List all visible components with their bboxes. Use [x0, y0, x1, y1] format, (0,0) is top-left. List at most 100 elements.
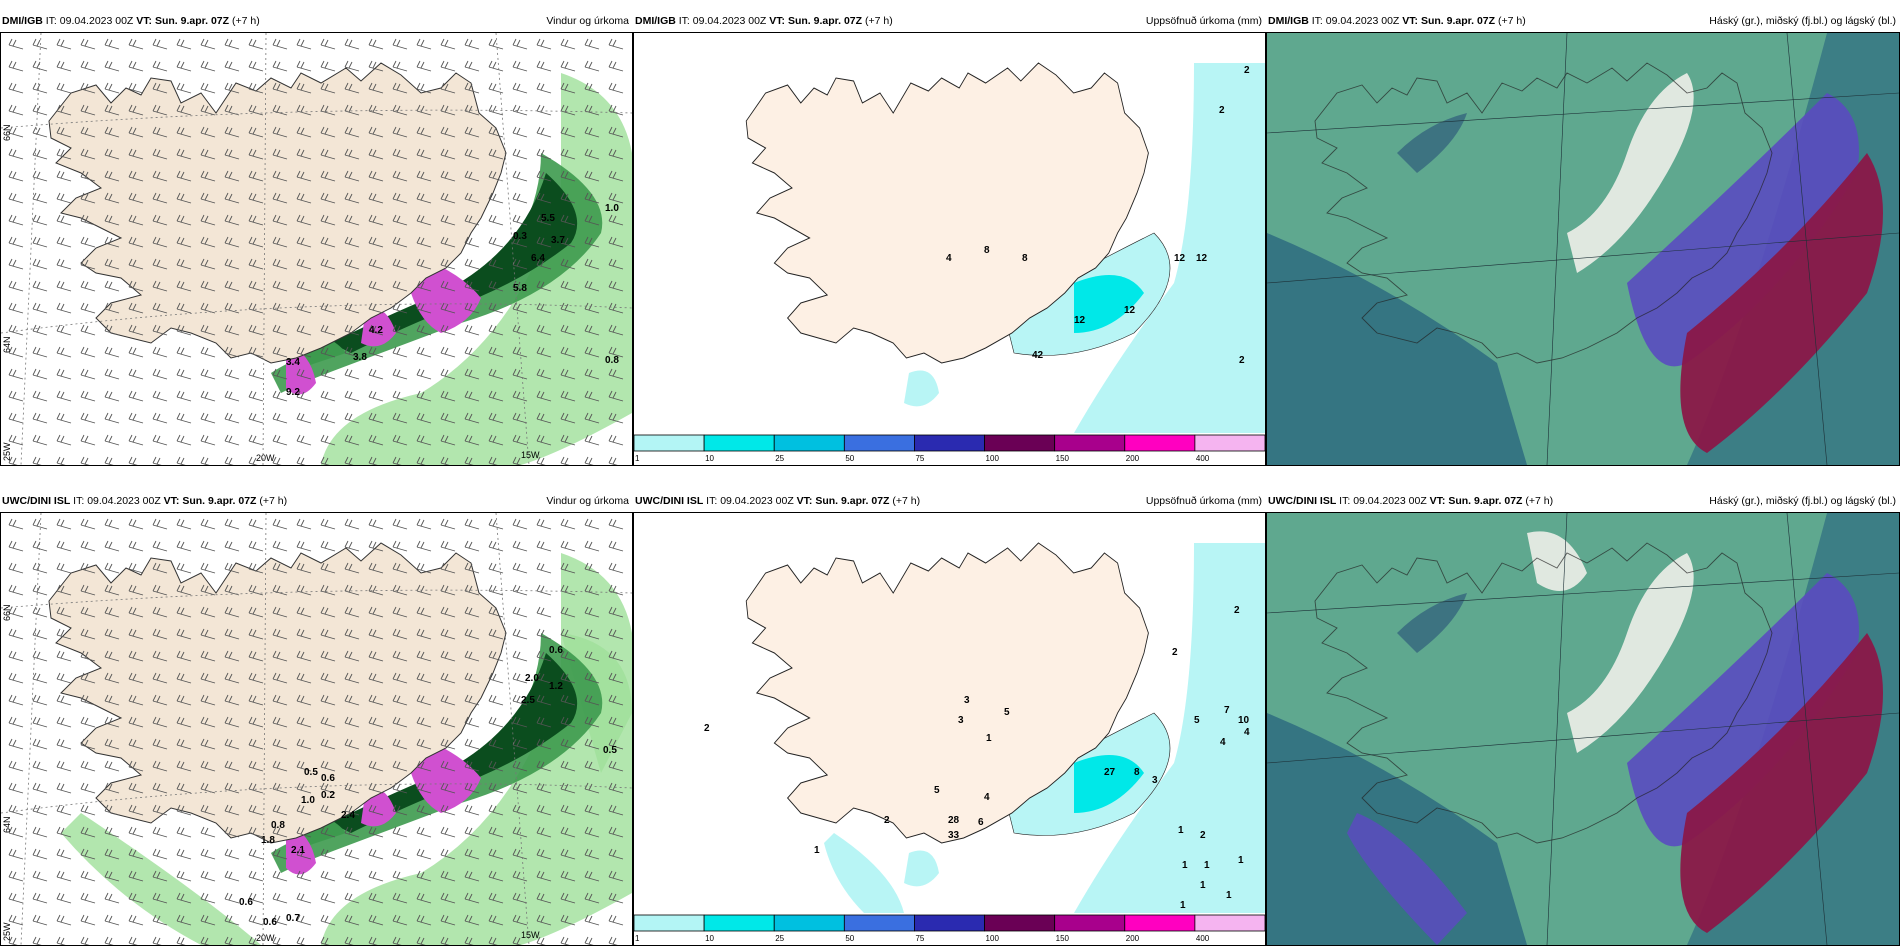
colorbar-label: 400 — [1196, 454, 1210, 463]
precip-value-label: 1.8 — [261, 835, 275, 846]
colorbar-label: 50 — [845, 934, 854, 943]
colorbar-label: 150 — [1056, 934, 1070, 943]
colorbar-label: 400 — [1196, 934, 1210, 943]
precip-value-label: 3 — [958, 715, 964, 726]
precip-value-label: 2 — [1219, 105, 1225, 116]
precip-value-label: 8 — [1022, 253, 1028, 264]
colorbar-swatch — [703, 914, 775, 932]
precip-value-label: 2.5 — [521, 695, 535, 706]
precip-value-label: 3.7 — [551, 235, 565, 246]
precip-value-label: 6 — [978, 817, 984, 828]
precip-value-label: 2 — [704, 723, 710, 734]
panel-accum-precip-uwc: UWC/DINI ISL IT: 09.04.2023 00Z VT: Sun.… — [633, 490, 1266, 946]
map-frame[interactable]: 66N 64N 25W 20W 15W 0.6 2.0 1.2 2.5 0.5 0.5 0.6 1.0 0… — [0, 512, 633, 946]
precip-value-label: 1.2 — [549, 681, 563, 692]
precip-value-label: 2.1 — [291, 845, 305, 856]
colorbar-swatch — [843, 914, 915, 932]
precip-value-label: 1 — [1178, 825, 1184, 836]
colorbar-swatch — [634, 914, 705, 932]
precip-value-label: 0.5 — [603, 745, 617, 756]
wind-barbs — [8, 518, 624, 945]
accum-shading — [874, 63, 1265, 433]
precip-value-label: 0.8 — [271, 820, 285, 831]
panel-header: DMI/IGB IT: 09.04.2023 00Z VT: Sun. 9.ap… — [1266, 10, 1900, 32]
precip-value-label: 12 — [1174, 253, 1186, 264]
precip-value-label: 5.5 — [541, 213, 555, 224]
precip-value-label: 10 — [1238, 715, 1250, 726]
precip-value-label: 5 — [1004, 707, 1010, 718]
panel-wind-precip-dmi: DMI/IGB IT: 09.04.2023 00Z VT: Sun. 9.ap… — [0, 10, 633, 466]
precip-value-label: 2 — [1172, 647, 1178, 658]
map-frame[interactable] — [1266, 32, 1900, 466]
map-frame[interactable] — [1266, 512, 1900, 946]
precip-value-label: 2 — [1239, 355, 1245, 366]
precip-value-label: 1.0 — [301, 795, 315, 806]
colorbar-swatch — [1054, 914, 1126, 932]
precip-value-label: 2 — [884, 815, 890, 826]
svg-text:64N: 64N — [2, 336, 12, 353]
colorbar-label: 200 — [1126, 934, 1140, 943]
graticule — [1, 33, 632, 465]
colorbar-swatch — [984, 914, 1056, 932]
panel-header: UWC/DINI ISL IT: 09.04.2023 00Z VT: Sun.… — [1266, 490, 1900, 512]
colorbar-label: 75 — [915, 454, 924, 463]
svg-text:20W: 20W — [256, 933, 275, 943]
precip-value-label: 27 — [1104, 767, 1116, 778]
colorbar: 1 10 25 50 75 100 150 200 400 — [634, 914, 1265, 943]
map-frame[interactable]: 66N 64N 25W 20W 15W 5.5 1.0 0.3 3.7 6.4 5.8 4.2 3.8 0… — [0, 32, 633, 466]
panel-title: Uppsöfnuð úrkoma (mm) — [1145, 15, 1262, 27]
precip-value-label: 0.8 — [605, 355, 619, 366]
panel-header: DMI/IGB IT: 09.04.2023 00Z VT: Sun. 9.ap… — [0, 10, 633, 32]
precip-value-label: 42 — [1032, 350, 1044, 361]
colorbar-swatch — [914, 434, 985, 452]
precip-value-label: 1 — [1226, 890, 1232, 901]
colorbar-swatch — [984, 434, 1056, 452]
colorbar-label: 100 — [986, 454, 1000, 463]
value-labels: 2 2 8 8 4 12 12 12 42 12 2 — [946, 65, 1250, 366]
colorbar-swatch — [843, 434, 915, 452]
latlon-labels: 66N 64N 25W 20W 15W — [2, 124, 540, 463]
precip-value-label: 4.2 — [369, 325, 383, 336]
precip-value-label: 3 — [1152, 775, 1158, 786]
panel-title: Háský (gr.), miðský (fj.bl.) og lágský (… — [1709, 15, 1896, 27]
colorbar-swatch — [1054, 434, 1126, 452]
colorbar-swatch — [634, 434, 705, 452]
map-frame[interactable]: 1 10 25 50 75 100 150 200 400 2 2 3 5 3 1 2 4 5 28 6 33 2 7 10 5… — [633, 512, 1266, 946]
colorbar-swatch — [703, 434, 775, 452]
colorbar: 1 10 25 50 75 100 150 200 400 — [634, 434, 1265, 463]
map-frame[interactable]: 1 10 25 50 75 100 150 200 400 2 2 8 8 4 12 12 12 42 12 2 — [633, 32, 1266, 466]
precip-value-label: 0.7 — [286, 913, 300, 924]
precip-value-label: 0.3 — [513, 231, 527, 242]
precip-value-label: 12 — [1196, 253, 1208, 264]
precip-value-label: 0.6 — [321, 773, 335, 784]
precip-value-label: 5 — [934, 785, 940, 796]
precip-value-label: 33 — [948, 830, 960, 841]
precip-value-label: 3.8 — [353, 352, 367, 363]
value-labels: 0.62.01.22.50.50.50.61.0 0.22.40.81.82.10… — [239, 645, 617, 928]
precip-value-label: 0.5 — [304, 767, 318, 778]
precip-value-label: 4 — [946, 253, 952, 264]
precip-value-label: 9.2 — [286, 387, 300, 398]
precip-value-label: 2 — [1234, 605, 1240, 616]
panel-title: Vindur og úrkoma — [546, 495, 629, 507]
panel-title: Háský (gr.), miðský (fj.bl.) og lágský (… — [1709, 495, 1896, 507]
colorbar-label: 25 — [775, 454, 784, 463]
colorbar-label: 100 — [986, 934, 1000, 943]
precip-value-label: 2 — [1200, 830, 1206, 841]
colorbar-swatch — [773, 434, 845, 452]
precip-value-label: 1 — [986, 733, 992, 744]
precip-value-label: 8 — [984, 245, 990, 256]
panel-cloud-dmi: DMI/IGB IT: 09.04.2023 00Z VT: Sun. 9.ap… — [1266, 10, 1900, 466]
precip-value-label: 28 — [948, 815, 960, 826]
precip-value-label: 6.4 — [531, 253, 545, 264]
panel-wind-precip-uwc: UWC/DINI ISL IT: 09.04.2023 00Z VT: Sun.… — [0, 490, 633, 946]
precip-value-label: 2.0 — [525, 673, 539, 684]
panel-title: Uppsöfnuð úrkoma (mm) — [1145, 495, 1262, 507]
colorbar-swatch — [1194, 434, 1265, 452]
cloud-layers — [1267, 513, 1899, 945]
svg-text:66N: 66N — [2, 604, 12, 621]
svg-text:66N: 66N — [2, 124, 12, 141]
accum-shading — [824, 543, 1265, 913]
colorbar-label: 1 — [635, 934, 640, 943]
svg-text:20W: 20W — [256, 453, 275, 463]
